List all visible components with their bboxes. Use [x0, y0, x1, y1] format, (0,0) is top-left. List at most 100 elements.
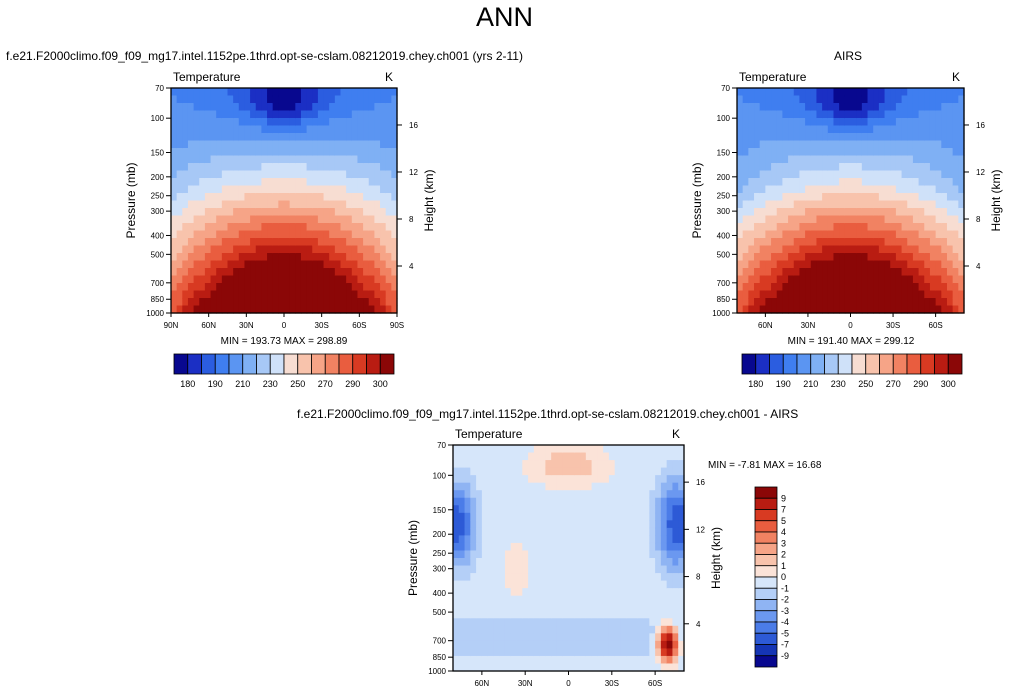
- model-lat-tick-label: 60N: [201, 321, 216, 330]
- diff-units-label: K: [672, 427, 680, 441]
- model-colorbar-swatch: [269, 353, 285, 375]
- obs-pressure-tick-label: 300: [717, 207, 731, 216]
- diff-lat-tick-label: 60S: [648, 679, 662, 688]
- obs-colorbar-label: 250: [858, 379, 873, 389]
- model-colorbar-label: 210: [235, 379, 250, 389]
- diff-height-tick-label: 12: [696, 525, 705, 534]
- diff-colorbar-label: 9: [781, 493, 786, 503]
- model-lat-tick-label: 30S: [315, 321, 329, 330]
- obs-height-tick-label: 16: [976, 121, 985, 130]
- obs-contour-field: [737, 88, 965, 314]
- diff-colorbar-swatch: [754, 610, 778, 623]
- obs-colorbar-swatch: [906, 353, 922, 375]
- obs-lat-tick-label: 0: [848, 321, 853, 330]
- obs-colorbar-label: 290: [913, 379, 928, 389]
- page-title: ANN: [475, 2, 533, 32]
- model-pressure-tick-label: 500: [151, 250, 165, 259]
- diff-colorbar-label: -5: [781, 628, 789, 638]
- model-colorbar-swatch: [187, 353, 202, 375]
- obs-colorbar-swatch: [947, 353, 963, 375]
- model-case-title: f.e21.F2000climo.f09_f09_mg17.intel.1152…: [6, 49, 523, 63]
- diff-colorbar-label: 2: [781, 550, 786, 560]
- obs-colorbar-label: 230: [831, 379, 846, 389]
- model-colorbar-swatch: [297, 353, 312, 375]
- diff-colorbar-swatch: [754, 655, 778, 668]
- diff-lat-tick-label: 30S: [605, 679, 619, 688]
- obs-pressure-tick-label: 700: [717, 279, 731, 288]
- diff-contour-field: [453, 445, 685, 672]
- model-height-tick-label: 16: [409, 121, 418, 130]
- obs-pressure-tick-label: 500: [717, 250, 731, 259]
- model-pressure-tick-label: 150: [151, 148, 165, 157]
- diff-pressure-tick-label: 70: [437, 441, 446, 450]
- diff-colorbar-label: 4: [781, 527, 786, 537]
- diff-colorbar-label: 1: [781, 561, 786, 571]
- model-colorbar-label: 180: [180, 379, 195, 389]
- obs-colorbar-label: 210: [803, 379, 818, 389]
- diff-variable-label: Temperature: [455, 427, 523, 441]
- diff-colorbar-label: 3: [781, 538, 786, 548]
- obs-minmax: MIN = 191.40 MAX = 299.12: [788, 336, 915, 347]
- diff-pressure-tick-label: 500: [433, 608, 447, 617]
- obs-lat-tick-label: 30N: [801, 321, 816, 330]
- model-variable-label: Temperature: [173, 70, 241, 84]
- diff-pressure-tick-label: 100: [433, 471, 447, 480]
- model-lat-tick-label: 0: [282, 321, 287, 330]
- obs-colorbar-swatch: [796, 353, 812, 375]
- obs-units-label: K: [952, 70, 960, 84]
- obs-variable-label: Temperature: [739, 70, 807, 84]
- obs-pressure-tick-label: 400: [717, 231, 731, 240]
- diff-height-tick-label: 16: [696, 478, 705, 487]
- diff-minmax: MIN = -7.81 MAX = 16.68: [708, 460, 822, 471]
- obs-colorbar-label: 180: [748, 379, 763, 389]
- obs-case-title: AIRS: [834, 49, 863, 63]
- model-lat-tick-label: 90S: [390, 321, 404, 330]
- model-colorbar-swatch: [242, 353, 257, 375]
- diff-pressure-tick-label: 150: [433, 506, 447, 515]
- diff-pressure-tick-label: 250: [433, 549, 447, 558]
- diff-colorbar-swatch: [754, 587, 778, 600]
- diff-ylabel-right: Height (km): [709, 527, 723, 589]
- diff-lat-tick-label: 30N: [518, 679, 533, 688]
- obs-pressure-tick-label: 100: [717, 114, 731, 123]
- diff-ylabel-left: Pressure (mb): [406, 520, 420, 596]
- diff-colorbar-label: 5: [781, 516, 786, 526]
- obs-colorbar-swatch: [851, 353, 867, 375]
- obs-ylabel-left: Pressure (mb): [690, 162, 704, 238]
- obs-pressure-tick-label: 850: [717, 295, 731, 304]
- diff-colorbar-swatch: [754, 599, 778, 612]
- model-colorbar-swatch: [256, 353, 271, 375]
- model-colorbar-label: 230: [263, 379, 278, 389]
- diff-colorbar-swatch: [754, 497, 778, 510]
- model-colorbar-swatch: [338, 353, 354, 375]
- model-colorbar-swatch: [173, 353, 189, 375]
- model-colorbar-swatch: [366, 353, 381, 375]
- model-pressure-tick-label: 200: [151, 173, 165, 182]
- obs-colorbar-label: 300: [941, 379, 956, 389]
- model-ylabel-right: Height (km): [422, 169, 436, 231]
- diff-colorbar-label: -9: [781, 651, 789, 661]
- model-lat-tick-label: 30N: [239, 321, 254, 330]
- diff-colorbar-swatch: [754, 576, 778, 589]
- diff-colorbar-label: -3: [781, 606, 789, 616]
- model-colorbar-label: 270: [318, 379, 333, 389]
- diff-pressure-tick-label: 200: [433, 530, 447, 539]
- obs-pressure-tick-label: 250: [717, 192, 731, 201]
- model-colorbar-swatch: [214, 353, 230, 375]
- model-minmax: MIN = 193.73 MAX = 298.89: [221, 336, 348, 347]
- model-height-tick-label: 8: [409, 215, 414, 224]
- diff-colorbar-label: 0: [781, 572, 786, 582]
- model-colorbar-swatch: [352, 353, 367, 375]
- obs-pressure-tick-label: 150: [717, 148, 731, 157]
- obs-height-tick-label: 8: [976, 215, 981, 224]
- model-colorbar-label: 300: [373, 379, 388, 389]
- model-pressure-tick-label: 250: [151, 192, 165, 201]
- model-contour-field: [171, 88, 398, 314]
- obs-colorbar-swatch: [824, 353, 839, 375]
- diff-pressure-tick-label: 850: [433, 653, 447, 662]
- obs-ylabel-right: Height (km): [989, 169, 1003, 231]
- model-colorbar-swatch: [201, 353, 216, 375]
- model-colorbar-swatch: [379, 353, 395, 375]
- diff-colorbar-swatch: [754, 644, 778, 657]
